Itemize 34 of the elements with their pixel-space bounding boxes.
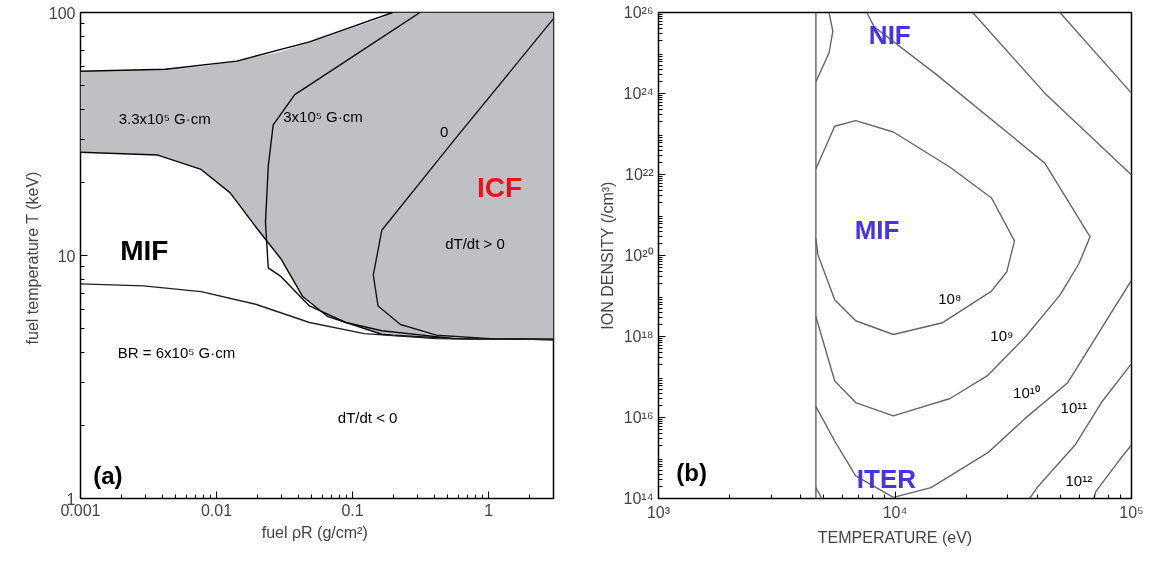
y-tick-label: 10²⁰: [624, 247, 654, 264]
annotation: 10¹⁰: [1013, 384, 1040, 402]
y-tick-label: 10²²: [625, 166, 655, 183]
annotation: MIF: [854, 214, 900, 245]
annotation: 10¹¹: [1060, 399, 1088, 417]
y-axis-title: fuel temperature T (keV): [23, 171, 41, 345]
annotation: 0: [440, 122, 449, 140]
annotation: 10¹²: [1065, 471, 1093, 489]
x-tick-label: 1: [484, 501, 494, 519]
annotation: ITER: [856, 464, 917, 495]
y-tick-label: 100: [48, 4, 76, 22]
annotation: 3x10⁵ G·cm: [283, 108, 363, 126]
x-axis-title: fuel ρR (g/cm²): [261, 523, 368, 541]
x-tick-label: 10⁴: [882, 503, 908, 521]
y-tick-label: 10¹⁸: [623, 328, 654, 345]
y-tick-label: 10²⁶: [623, 4, 654, 21]
annotation: (a): [93, 461, 123, 489]
annotation: dT/dt < 0: [337, 408, 398, 426]
annotation: ICF: [477, 171, 523, 203]
x-axis-title: TEMPERATURE (eV): [817, 528, 973, 546]
x-tick-label: 10⁵: [1119, 503, 1144, 521]
annotation: MIF: [120, 235, 169, 267]
y-tick-label: 10¹⁶: [623, 409, 654, 426]
annotation: BR = 6x10⁵ G·cm: [117, 344, 236, 362]
annotation: 10⁸: [938, 290, 962, 308]
y-tick-label: 10²⁴: [623, 85, 654, 102]
x-tick-label: 0.1: [341, 501, 364, 519]
annotation: 3.3x10⁵ G·cm: [118, 110, 211, 128]
y-tick-label: 10: [57, 247, 76, 265]
x-tick-label: 0.01: [200, 501, 233, 519]
y-axis-title: ION DENSITY (/cm³): [598, 181, 616, 330]
annotation: dT/dt > 0: [445, 234, 505, 252]
annotation: 10⁹: [990, 326, 1014, 344]
annotation: (b): [676, 458, 707, 486]
